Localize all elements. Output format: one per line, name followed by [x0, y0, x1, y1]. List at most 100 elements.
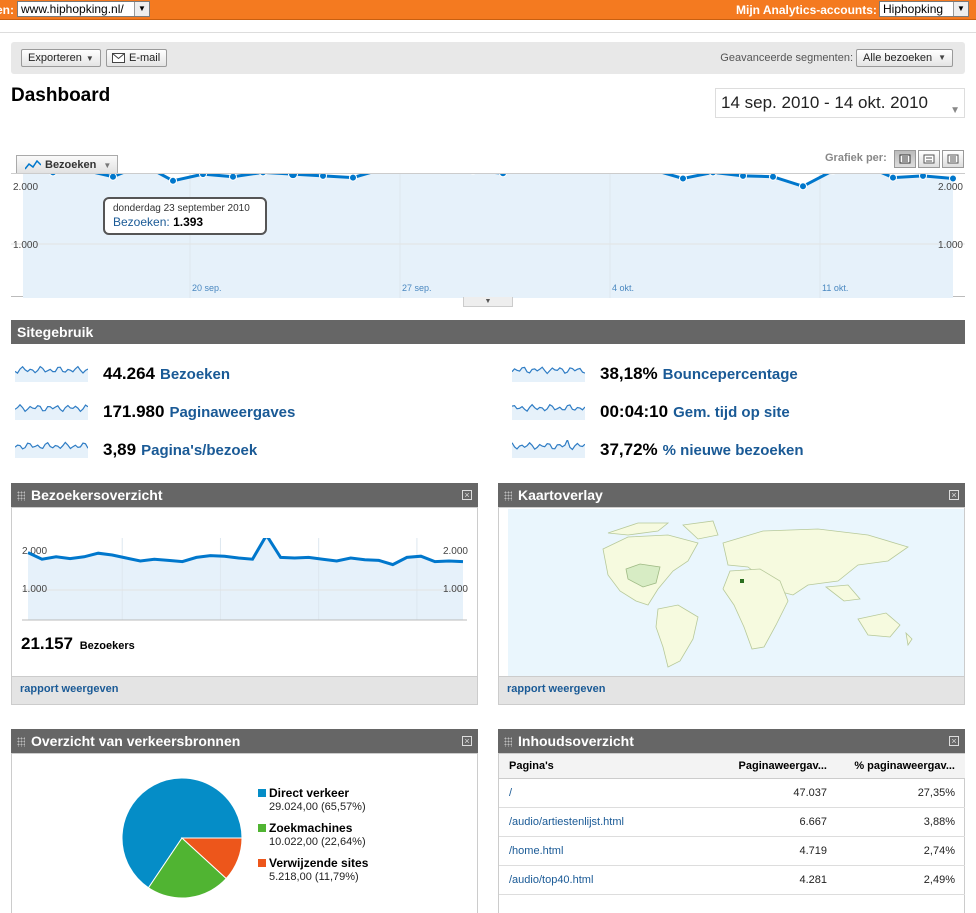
date-range-picker[interactable]: 14 sep. 2010 - 14 okt. 2010 ▼ — [715, 88, 965, 118]
legend-name: Direct verkeer — [269, 786, 349, 800]
site-usage-label-link[interactable]: % nieuwe bezoeken — [663, 442, 804, 459]
tooltip-value: 1.393 — [173, 215, 203, 229]
chevron-down-icon: ▼ — [938, 50, 946, 66]
x-tick-label: 11 okt. — [822, 283, 848, 293]
map-widget-header[interactable]: Kaartoverlay × — [498, 483, 965, 507]
site-usage-value: 3,89 — [103, 440, 136, 459]
visitors-report-link[interactable]: rapport weergeven — [20, 683, 118, 695]
page-link[interactable]: /home.html — [509, 845, 563, 857]
data-point[interactable] — [800, 183, 807, 190]
data-point[interactable] — [770, 174, 777, 180]
content-widget-header[interactable]: Inhoudsoverzicht × — [498, 729, 965, 753]
x-tick-label: 4 okt. — [612, 283, 634, 293]
y-tick-mid-left: 1.000 — [22, 584, 47, 595]
col-pageviews[interactable]: Paginaweergav... — [709, 754, 837, 778]
graph-per-week-button[interactable] — [918, 150, 940, 168]
email-button[interactable]: E-mail — [106, 49, 167, 67]
close-icon[interactable]: × — [462, 736, 472, 746]
graph-per-month-button[interactable] — [942, 150, 964, 168]
page-cell: /audio/top40.html — [499, 865, 709, 894]
data-point[interactable] — [170, 177, 177, 184]
site-usage-label-link[interactable]: Bouncepercentage — [663, 366, 798, 383]
close-icon[interactable]: × — [949, 736, 959, 746]
site-usage-label-link[interactable]: Paginaweergaves — [169, 404, 295, 421]
site-usage-value: 37,72% — [600, 440, 658, 459]
tooltip-value-line: Bezoeken: 1.393 — [113, 215, 257, 229]
drag-handle-icon[interactable] — [504, 491, 512, 501]
map-report-link[interactable]: rapport weergeven — [507, 683, 605, 695]
pageviews-cell: 4.281 — [709, 865, 837, 894]
world-map[interactable] — [508, 509, 964, 677]
metric-tab-label: Bezoeken — [45, 159, 96, 171]
month-view-icon — [943, 151, 963, 167]
data-point[interactable] — [200, 174, 207, 178]
sparkline — [15, 402, 88, 420]
chevron-down-icon: ▼ — [86, 54, 94, 63]
data-point[interactable] — [680, 175, 687, 182]
legend-swatch — [258, 789, 266, 797]
data-point[interactable] — [350, 174, 357, 181]
drag-handle-icon[interactable] — [17, 491, 25, 501]
y-tick-mid-right: 1.000 — [443, 584, 468, 595]
export-button-label: Exporteren — [28, 52, 82, 64]
content-table-header: Pagina's Paginaweergav... % paginaweerga… — [499, 754, 965, 778]
email-button-label: E-mail — [129, 52, 160, 64]
chevron-down-icon: ▼ — [953, 2, 968, 16]
traffic-widget-header[interactable]: Overzicht van verkeersbronnen × — [11, 729, 478, 753]
data-point[interactable] — [920, 174, 927, 179]
visitors-widget: 2.000 1.000 2.000 1.000 rapport weergeve… — [11, 507, 478, 705]
segments-select[interactable]: Alle bezoeken▼ — [856, 49, 953, 67]
drag-handle-icon[interactable] — [504, 737, 512, 747]
close-icon[interactable]: × — [462, 490, 472, 500]
legend-swatch — [258, 859, 266, 867]
data-point[interactable] — [230, 174, 237, 180]
page-link[interactable]: /audio/top40.html — [509, 874, 593, 886]
data-point[interactable] — [740, 174, 747, 179]
collapse-chart-toggle[interactable]: ▼ — [463, 297, 513, 307]
page-link[interactable]: / — [509, 787, 512, 799]
pageviews-pct-cell: 3,88% — [837, 807, 965, 836]
pageviews-pct-cell: 2,49% — [837, 865, 965, 894]
sparkline — [512, 440, 585, 458]
page-link[interactable]: /audio/artiestenlijst.html — [509, 816, 624, 828]
page-title: Dashboard — [11, 85, 110, 107]
week-view-icon — [919, 151, 939, 167]
metric-selector-tab[interactable]: Bezoeken ▼ — [16, 155, 118, 174]
chart-tooltip: donderdag 23 september 2010 Bezoeken: 1.… — [103, 197, 267, 235]
col-pageviews-pct[interactable]: % paginaweergav... — [837, 754, 965, 778]
data-point[interactable] — [320, 174, 327, 179]
accounts-select[interactable]: Hiphopking ▼ — [879, 1, 969, 17]
site-usage-text: 3,89 Pagina's/bezoek — [103, 440, 257, 460]
visitors-total: 21.157 Bezoekers — [21, 634, 135, 654]
data-point[interactable] — [110, 174, 117, 180]
visits-chart: 2.000 1.000 2.000 1.000 20 sep.27 sep.4 … — [11, 173, 965, 297]
sparkline — [15, 364, 88, 382]
export-button[interactable]: Exporteren ▼ — [21, 49, 101, 67]
site-usage-label-link[interactable]: Bezoeken — [160, 366, 230, 383]
close-icon[interactable]: × — [949, 490, 959, 500]
y-tick-mid-right: 1.000 — [938, 240, 963, 251]
visits-area — [23, 174, 953, 298]
y-tick-mid-left: 1.000 — [13, 240, 38, 251]
data-point[interactable] — [500, 174, 507, 177]
site-usage-title: Sitegebruik — [17, 324, 93, 340]
x-tick-label: 20 sep. — [192, 283, 222, 293]
col-pages[interactable]: Pagina's — [499, 754, 709, 778]
site-usage-label-link[interactable]: Pagina's/bezoek — [141, 442, 257, 459]
visitors-total-value: 21.157 — [21, 634, 73, 653]
site-usage-label-link[interactable]: Gem. tijd op site — [673, 404, 790, 421]
graph-per-day-button[interactable] — [894, 150, 916, 168]
data-point[interactable] — [890, 174, 897, 181]
profile-select[interactable]: www.hiphopking.nl/ ▼ — [17, 1, 150, 17]
visitors-widget-header[interactable]: Bezoekersoverzicht × — [11, 483, 478, 507]
envelope-icon — [112, 53, 125, 63]
data-point[interactable] — [950, 175, 957, 182]
visitors-area — [28, 538, 463, 620]
visits-chart-svg: 2.000 1.000 2.000 1.000 20 sep.27 sep.4 … — [11, 174, 965, 298]
content-table: Pagina's Paginaweergav... % paginaweerga… — [499, 754, 965, 895]
pageviews-cell: 4.719 — [709, 836, 837, 865]
drag-handle-icon[interactable] — [17, 737, 25, 747]
data-point[interactable] — [289, 174, 298, 179]
